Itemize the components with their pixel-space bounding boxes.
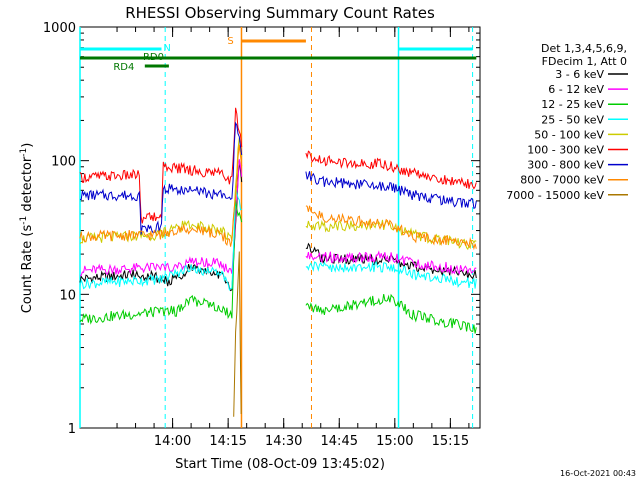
rd4-label: RD4 bbox=[113, 62, 134, 73]
y-axis-label-rest: detector bbox=[20, 156, 35, 216]
saa-label: S bbox=[227, 36, 233, 47]
y-axis-label-end: ) bbox=[20, 143, 35, 148]
legend-label: 7000 - 15000 keV bbox=[506, 189, 604, 202]
series-line bbox=[79, 107, 477, 224]
series-line bbox=[79, 144, 477, 251]
x-tick-label: 14:30 bbox=[265, 434, 302, 449]
plot-axes: 1 10 100 1000 14:00 14:15 14:30 14:45 15:00 15:15 bbox=[43, 21, 481, 449]
legend-label: 3 - 6 keV bbox=[555, 68, 604, 81]
x-tick-label: 15:00 bbox=[376, 434, 413, 449]
y-tick-label: 10 bbox=[59, 288, 76, 303]
y-axis-label: Count Rate (s-1 detector-1) bbox=[19, 143, 35, 314]
series-line bbox=[79, 199, 477, 334]
chart-title: RHESSI Observing Summary Count Rates bbox=[125, 4, 435, 22]
legend-label: 12 - 25 keV bbox=[541, 98, 604, 111]
legend-label: 6 - 12 keV bbox=[548, 83, 604, 96]
series-line bbox=[79, 121, 477, 235]
series-line bbox=[233, 251, 242, 417]
x-tick-label: 14:15 bbox=[209, 434, 246, 449]
generation-timestamp: 16-Oct-2021 00:43 bbox=[560, 469, 636, 478]
legend-header: Det 1,3,4,5,6,9, bbox=[541, 42, 627, 55]
legend-label: 100 - 300 keV bbox=[527, 144, 604, 157]
x-tick-label: 14:45 bbox=[321, 434, 358, 449]
x-axis-label: Start Time (08-Oct-09 13:45:02) bbox=[175, 457, 385, 472]
rd0-label: RD0 bbox=[143, 52, 164, 63]
legend-label: 25 - 50 keV bbox=[541, 113, 604, 126]
y-axis-label-main: Count Rate (s bbox=[20, 225, 35, 314]
legend-label: 300 - 800 keV bbox=[527, 159, 604, 172]
y-axis-label-sup2: -1 bbox=[19, 148, 29, 157]
series-line bbox=[79, 186, 477, 291]
legend-label: 50 - 100 keV bbox=[534, 128, 604, 141]
y-tick-label: 100 bbox=[51, 155, 76, 170]
series-line bbox=[79, 159, 477, 277]
y-axis-label-sup: -1 bbox=[19, 216, 29, 225]
series-layer bbox=[79, 107, 477, 417]
x-tick-label: 14:00 bbox=[154, 434, 191, 449]
x-tick-label: 15:15 bbox=[432, 434, 469, 449]
y-tick-label: 1 bbox=[68, 422, 76, 437]
legend: Det 1,3,4,5,6,9,FDecim 1, Att 03 - 6 keV… bbox=[506, 42, 628, 202]
night-label: N bbox=[163, 43, 170, 54]
legend-label: 800 - 7000 keV bbox=[520, 174, 604, 187]
y-tick-label: 1000 bbox=[43, 21, 76, 36]
legend-header: FDecim 1, Att 0 bbox=[542, 55, 627, 68]
